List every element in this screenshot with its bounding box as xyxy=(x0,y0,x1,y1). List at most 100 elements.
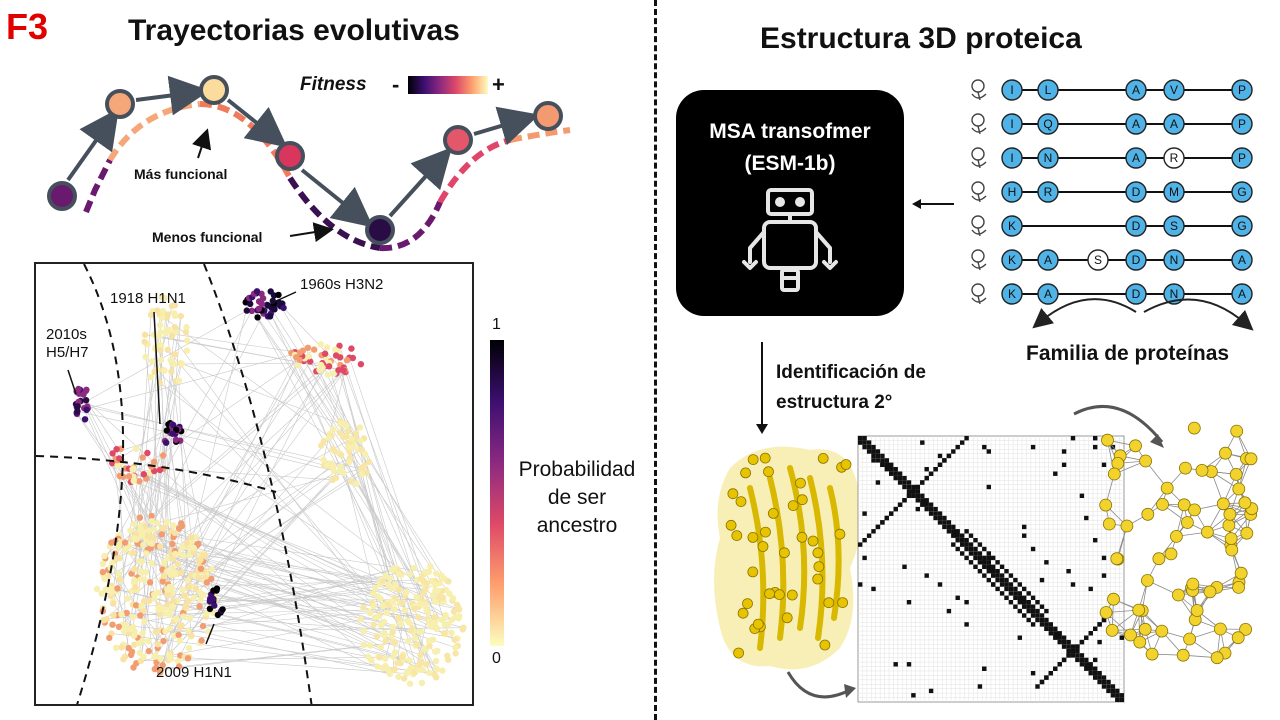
contact-cell xyxy=(902,475,907,481)
network-node xyxy=(127,625,134,632)
network-node xyxy=(141,576,148,583)
network-edge xyxy=(338,370,430,673)
network-node xyxy=(407,627,415,634)
network-node xyxy=(171,312,179,319)
network-node xyxy=(151,368,158,376)
contact-cell xyxy=(924,502,929,507)
network-node xyxy=(408,664,415,671)
network-node xyxy=(382,572,389,579)
network-node xyxy=(346,444,354,451)
network-node xyxy=(164,554,172,562)
network-node xyxy=(83,406,90,413)
graph-node xyxy=(1155,624,1169,638)
contact-cell xyxy=(1030,613,1036,618)
contact-cell xyxy=(942,524,947,530)
network-node xyxy=(190,594,197,602)
contact-cell xyxy=(1070,644,1076,649)
boundary-line xyxy=(36,455,277,493)
contact-cell xyxy=(889,471,894,476)
network-node xyxy=(125,473,133,480)
network-edge xyxy=(160,331,301,353)
contact-cell xyxy=(862,436,867,441)
contact-cell xyxy=(893,471,898,476)
network-node xyxy=(394,659,401,666)
network-node xyxy=(417,651,424,659)
contact-cell xyxy=(1004,586,1009,592)
contact-cell xyxy=(1017,591,1022,596)
graph-node xyxy=(1171,588,1185,602)
network-node xyxy=(172,550,179,558)
network-node xyxy=(445,620,452,628)
graph-node xyxy=(1160,481,1174,495)
network-node xyxy=(137,525,144,532)
network-edge xyxy=(160,642,395,670)
graph-node xyxy=(1231,631,1245,645)
contact-cell xyxy=(1008,586,1014,592)
network-node xyxy=(426,642,433,649)
residue-label: H xyxy=(1008,185,1017,199)
graph-node xyxy=(1183,632,1197,646)
network-node xyxy=(420,645,428,652)
network-node xyxy=(164,346,171,353)
residue-label: K xyxy=(1008,219,1016,233)
network-node xyxy=(151,653,158,660)
residue-ball xyxy=(747,566,759,578)
network-node xyxy=(171,351,179,358)
network-node xyxy=(324,461,331,468)
network-node xyxy=(168,603,176,610)
network-node xyxy=(182,328,190,336)
network-edge xyxy=(251,310,363,475)
contact-cell xyxy=(1106,679,1111,685)
network-node xyxy=(377,643,384,650)
structure-panel xyxy=(714,405,1259,703)
network-node xyxy=(164,592,172,599)
network-node xyxy=(368,657,375,664)
contact-cell xyxy=(924,498,929,503)
contact-cell xyxy=(1110,684,1116,689)
residue-ball xyxy=(735,496,747,507)
network-edge xyxy=(117,465,207,617)
network-edge xyxy=(322,362,438,630)
network-node xyxy=(93,585,101,593)
graph-node xyxy=(1129,439,1142,453)
monkey-icon xyxy=(971,113,987,135)
protein-family-alignment: I L A V P I Q A A P I N A R P H R D M G K D S G K A S D N A K A D N A xyxy=(971,79,1254,331)
graph-node xyxy=(1169,529,1183,543)
network-node xyxy=(116,472,123,480)
network-node xyxy=(363,469,370,476)
contact-cell xyxy=(951,533,956,538)
network-node xyxy=(156,466,164,474)
residue-ball xyxy=(834,528,846,540)
residue-label: N xyxy=(1170,287,1179,301)
contact-cell xyxy=(1053,666,1058,671)
network-node xyxy=(318,442,325,449)
residue-ball xyxy=(759,452,771,464)
residue-ball xyxy=(779,547,790,559)
network-edge xyxy=(157,592,453,620)
network-node xyxy=(280,304,287,312)
residue-ball xyxy=(752,618,764,630)
contact-cell xyxy=(982,444,987,450)
network-node xyxy=(323,344,331,351)
residue-label: D xyxy=(1132,219,1141,233)
contact-cell xyxy=(1048,626,1053,631)
jellyfish-icon xyxy=(971,215,987,237)
contact-cell xyxy=(968,542,974,547)
contact-cell xyxy=(942,458,947,463)
network-node xyxy=(391,665,398,673)
contact-cell xyxy=(968,551,974,556)
network-node xyxy=(157,543,164,550)
network-node xyxy=(445,578,452,585)
network-node xyxy=(371,614,379,621)
network-edge xyxy=(121,614,390,675)
residue-label: I xyxy=(1010,117,1013,131)
graph-node xyxy=(1223,507,1237,521)
contact-cell xyxy=(1013,577,1018,583)
network-edge xyxy=(133,467,455,640)
network-node xyxy=(391,639,399,646)
network-node xyxy=(168,570,175,577)
colorbar-title: Probabilidad de ser ancestro xyxy=(512,456,642,540)
network-node xyxy=(360,641,368,649)
contact-cell xyxy=(1030,444,1036,450)
network-node xyxy=(365,458,373,466)
